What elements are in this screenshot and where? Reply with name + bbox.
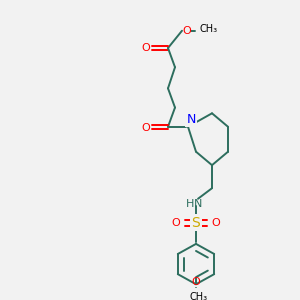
Text: O: O [192, 277, 200, 287]
Text: N: N [194, 199, 202, 208]
Text: O: O [212, 218, 220, 228]
Text: O: O [172, 218, 180, 228]
Text: O: O [142, 43, 150, 53]
Text: O: O [142, 123, 150, 133]
Text: O: O [183, 26, 191, 36]
Text: S: S [192, 216, 200, 230]
Text: H: H [186, 199, 194, 208]
Text: N: N [186, 112, 196, 126]
Text: CH₃: CH₃ [199, 24, 217, 34]
Text: CH₃: CH₃ [190, 292, 208, 300]
